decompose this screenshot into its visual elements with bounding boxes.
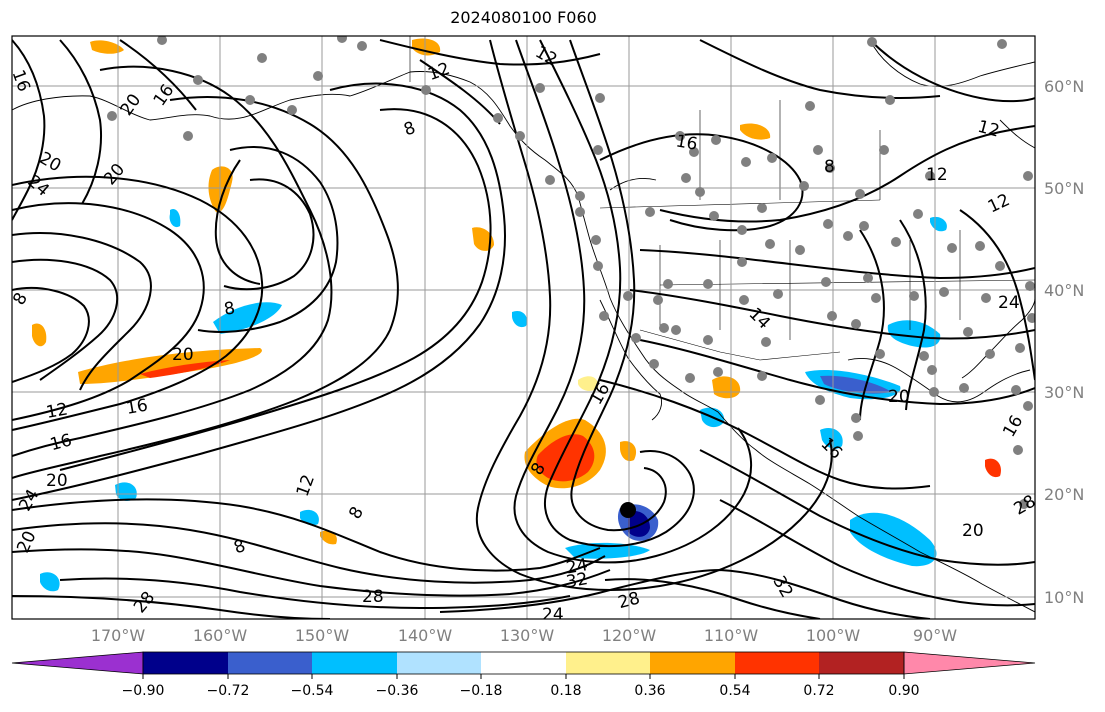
colorbar-tick-label: 0.18 — [550, 683, 582, 699]
colorbar-tick-label: −0.54 — [290, 683, 334, 699]
lon-label: 170°W — [90, 626, 146, 645]
contour-label: 20 — [46, 471, 68, 491]
colorbar-bin — [735, 652, 819, 674]
map-plot-area: 16 20 16 20 24 20 12 8 12 8 20 12 16 16 … — [8, 36, 1035, 625]
station-markers — [107, 36, 1035, 509]
colorbar — [11, 651, 1036, 679]
contour-label: 16 — [125, 395, 150, 418]
lon-label: 140°W — [397, 626, 453, 645]
contour-label: 12 — [926, 165, 948, 185]
contour-label: 20 — [172, 345, 194, 365]
storm-center-marker — [620, 502, 636, 518]
contour-label: 24 — [998, 293, 1020, 313]
contour-label: 24 — [15, 486, 43, 515]
contour-label: 24 — [565, 555, 590, 578]
contour-label: 32 — [565, 569, 590, 592]
colorbar-bin — [228, 652, 312, 674]
colorbar-tick-label: 0.36 — [634, 683, 666, 699]
contour-lines — [12, 39, 1035, 619]
contour-label: 16 — [48, 430, 74, 455]
colorbar-bin — [397, 652, 481, 674]
contour-label: 8 — [824, 157, 835, 177]
lon-label: 160°W — [192, 626, 248, 645]
contour-label: 28 — [362, 587, 384, 607]
contour-label: 24 — [24, 171, 53, 200]
map-frame — [11, 35, 1036, 620]
contour-label: 8 — [223, 298, 237, 320]
contour-label: 16 — [674, 131, 699, 154]
contour-label: 20 — [100, 160, 129, 189]
contour-label: 12 — [293, 472, 319, 499]
lat-label: 40°N — [1044, 281, 1085, 300]
contour-label: 8 — [401, 118, 418, 140]
contour-label: 20 — [36, 148, 65, 176]
lon-label: 100°W — [805, 626, 861, 645]
contour-label: 8 — [9, 289, 32, 308]
colorbar-tick-label: −0.90 — [121, 683, 165, 699]
colorbar-tick-label: −0.72 — [206, 683, 250, 699]
lon-label: 150°W — [294, 626, 350, 645]
contour-label: 20 — [888, 387, 910, 407]
contour-label: 14 — [745, 304, 774, 333]
contour-label: 12 — [425, 59, 452, 85]
contour-label: 8 — [345, 503, 368, 522]
lat-label: 30°N — [1044, 383, 1085, 402]
lon-label: 130°W — [499, 626, 555, 645]
shaded-field — [32, 38, 1001, 592]
colorbar-bin — [143, 652, 228, 674]
colorbar-bin — [819, 652, 904, 674]
colorbar-tick-label: −0.36 — [375, 683, 419, 699]
lat-label: 20°N — [1044, 485, 1085, 504]
contour-label: 12 — [532, 42, 561, 70]
colorbar-bin — [312, 652, 397, 674]
contour-label: 28 — [130, 588, 159, 617]
colorbar-bin — [650, 652, 735, 674]
political-borders — [409, 36, 1035, 361]
contour-label: 24 — [542, 605, 564, 625]
colorbar-bin — [481, 652, 566, 674]
colorbar-under-extension — [11, 651, 144, 675]
contour-label: 20 — [117, 90, 146, 119]
lon-label: 110°W — [703, 626, 759, 645]
lon-label: 90°W — [912, 626, 958, 645]
lon-label: 120°W — [601, 626, 657, 645]
colorbar-bin — [566, 652, 650, 674]
colorbar-over-extension — [903, 651, 1036, 675]
contour-label: 16 — [8, 67, 34, 94]
map-title: 2024080100 F060 — [450, 8, 597, 27]
contour-label: 28 — [616, 588, 642, 613]
colorbar-tick-label: −0.18 — [459, 683, 503, 699]
graticule — [12, 36, 1035, 619]
lat-label: 60°N — [1044, 77, 1085, 96]
contour-label: 16 — [999, 412, 1027, 441]
colorbar-tick-label: 0.72 — [803, 683, 835, 699]
contour-label: 12 — [985, 190, 1013, 217]
lat-label: 50°N — [1044, 179, 1085, 198]
lat-label: 10°N — [1044, 588, 1085, 607]
colorbar-tick-label: 0.90 — [888, 683, 920, 699]
colorbar-tick-label: 0.54 — [719, 683, 751, 699]
contour-label: 20 — [962, 521, 984, 541]
contour-label: 8 — [231, 536, 248, 558]
contour-label: 12 — [45, 399, 70, 422]
